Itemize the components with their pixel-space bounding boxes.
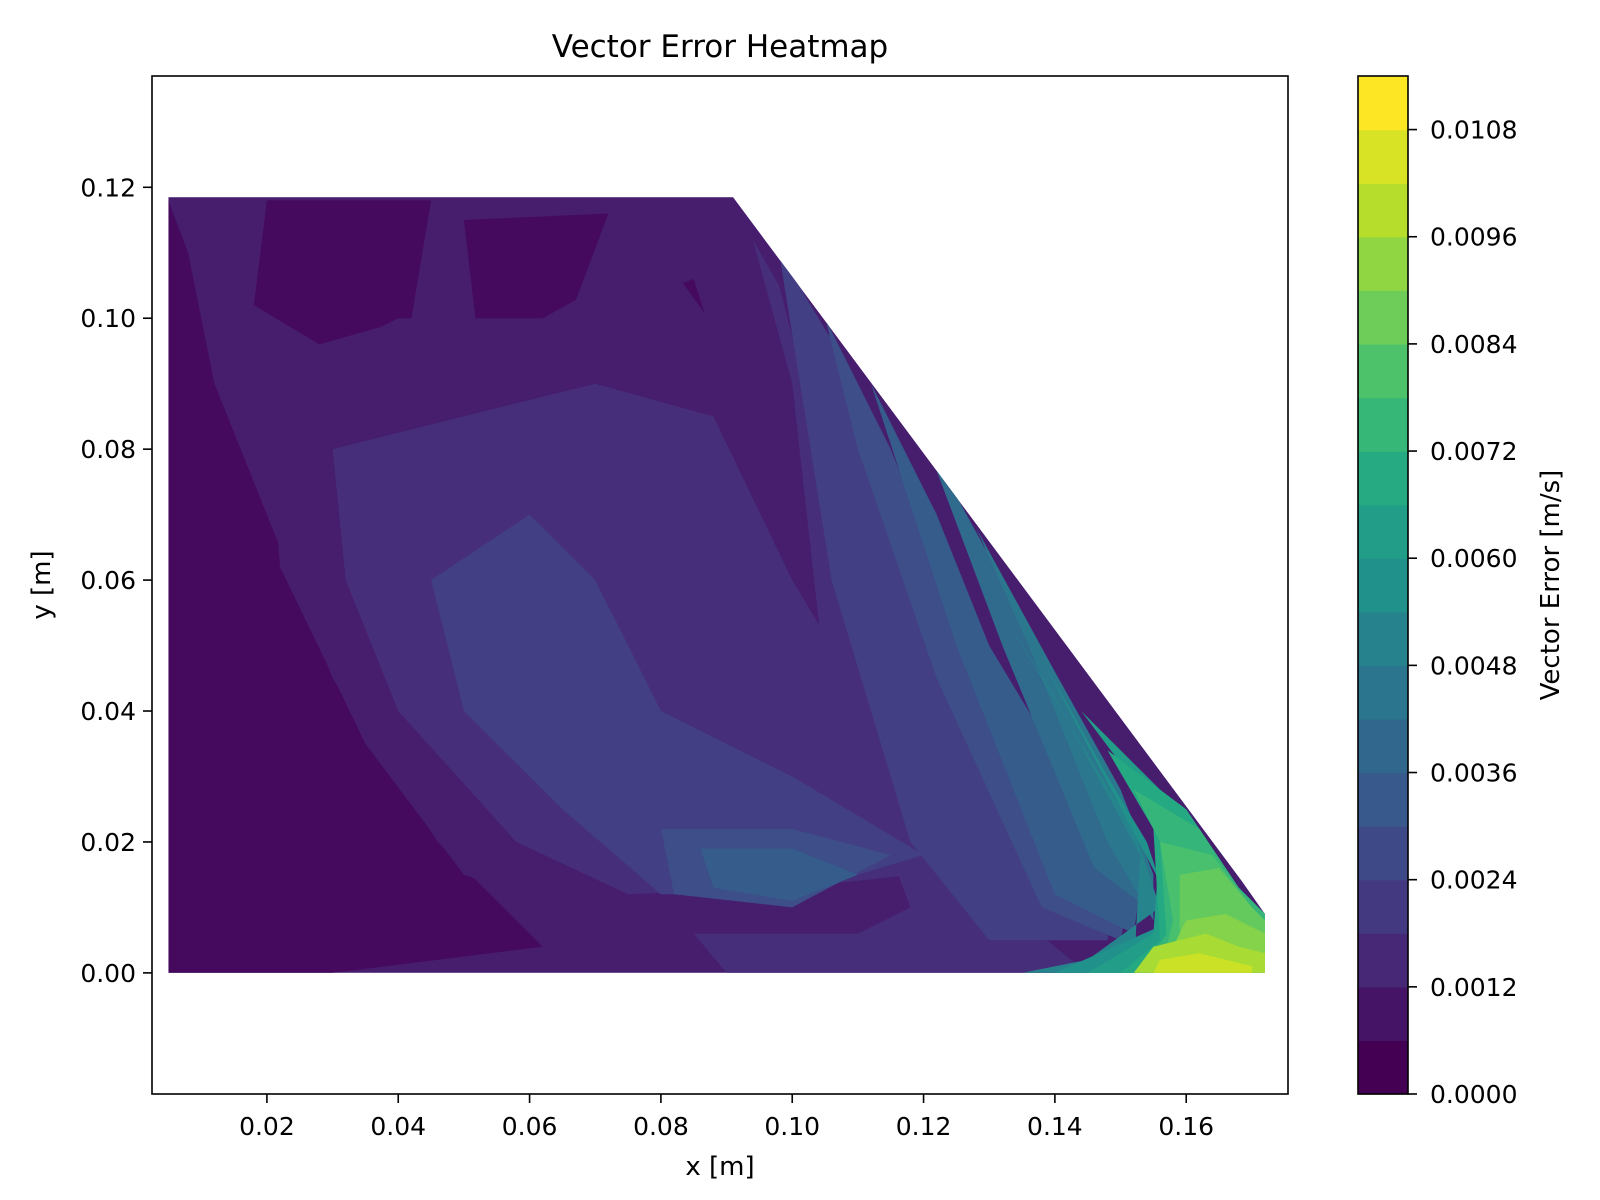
x-tick-label: 0.06 [502, 1112, 558, 1141]
contour-fill-layer [168, 197, 1265, 973]
colorbar-band [1358, 772, 1408, 827]
colorbar-band [1358, 665, 1408, 720]
colorbar-band [1358, 451, 1408, 506]
colorbar-axis: 0.0000 0.0012 0.0024 0.0036 0.0048 0.0060 0.00… [1408, 116, 1517, 1109]
colorbar: 0.0000 0.0012 0.0024 0.0036 0.0048 0.0060 0.00… [1357, 75, 1566, 1109]
contour-region [253, 200, 432, 345]
colorbar-band [1358, 504, 1408, 559]
colorbar-tick-label: 0.0000 [1430, 1080, 1517, 1109]
x-tick-label: 0.14 [1027, 1112, 1083, 1141]
colorbar-tick-label: 0.0048 [1430, 651, 1517, 680]
colorbar-tick-label: 0.0084 [1430, 330, 1517, 359]
colorbar-band [1358, 183, 1408, 238]
x-tick-label: 0.04 [370, 1112, 426, 1141]
y-tick-label: 0.00 [80, 959, 136, 988]
contour-region [693, 239, 1088, 973]
colorbar-band [1358, 76, 1408, 131]
contour-region [700, 848, 858, 901]
contour-region [976, 527, 1154, 921]
colorbar-band [1358, 236, 1408, 291]
colorbar-band [1358, 718, 1408, 774]
contour-region [1153, 953, 1252, 973]
colorbar-tick-label: 0.0096 [1430, 223, 1517, 252]
colorbar-band [1358, 129, 1408, 184]
colorbar-band [1358, 611, 1408, 666]
colorbar-band [1358, 879, 1408, 934]
colorbar-tick-label: 0.0024 [1430, 866, 1517, 895]
colorbar-band [1358, 933, 1408, 988]
plot-frame [151, 75, 1289, 1095]
colorbar-band [1358, 558, 1408, 613]
contour-region [332, 383, 977, 895]
x-axis-label: x [m] [685, 1152, 754, 1182]
y-axis-label: y [m] [27, 550, 57, 619]
x-axis: 0.02 0.04 0.06 0.08 0.10 0.12 0.14 0.16 [239, 1094, 1214, 1141]
y-tick-label: 0.02 [80, 828, 136, 857]
y-axis: 0.00 0.02 0.04 0.06 0.08 0.10 0.12 [80, 173, 152, 988]
y-tick-label: 0.12 [80, 173, 136, 202]
colorbar-tick-label: 0.0060 [1430, 544, 1517, 573]
x-tick-label: 0.02 [239, 1112, 295, 1141]
x-tick-label: 0.12 [896, 1112, 952, 1141]
y-tick-label: 0.08 [80, 435, 136, 464]
x-tick-label: 0.10 [764, 1112, 820, 1141]
y-tick-label: 0.10 [80, 304, 136, 333]
colorbar-label: Vector Error [m/s] [1536, 470, 1566, 701]
colorbar-tick-label: 0.0012 [1430, 973, 1517, 1002]
colorbar-tick-label: 0.0072 [1430, 437, 1517, 466]
colorbar-band [1358, 826, 1408, 881]
y-tick-label: 0.06 [80, 566, 136, 595]
colorbar-bands [1358, 76, 1408, 1095]
contour-region [168, 200, 543, 973]
colorbar-tick-label: 0.0036 [1430, 759, 1517, 788]
colorbar-tick-label: 0.0108 [1430, 116, 1517, 145]
x-tick-label: 0.16 [1158, 1112, 1214, 1141]
colorbar-band [1358, 343, 1408, 399]
colorbar-band [1358, 397, 1408, 452]
colorbar-band [1358, 290, 1408, 345]
x-tick-label: 0.08 [633, 1112, 689, 1141]
colorbar-band [1358, 986, 1408, 1041]
contour-region [431, 514, 924, 895]
colorbar-band [1358, 1040, 1408, 1095]
y-tick-label: 0.04 [80, 697, 136, 726]
plot-area: 0.02 0.04 0.06 0.08 0.10 0.12 0.14 0.16 0.000.0… [80, 75, 1289, 1141]
chart-title: Vector Error Heatmap [552, 29, 888, 65]
colorbar-frame [1357, 75, 1409, 1095]
